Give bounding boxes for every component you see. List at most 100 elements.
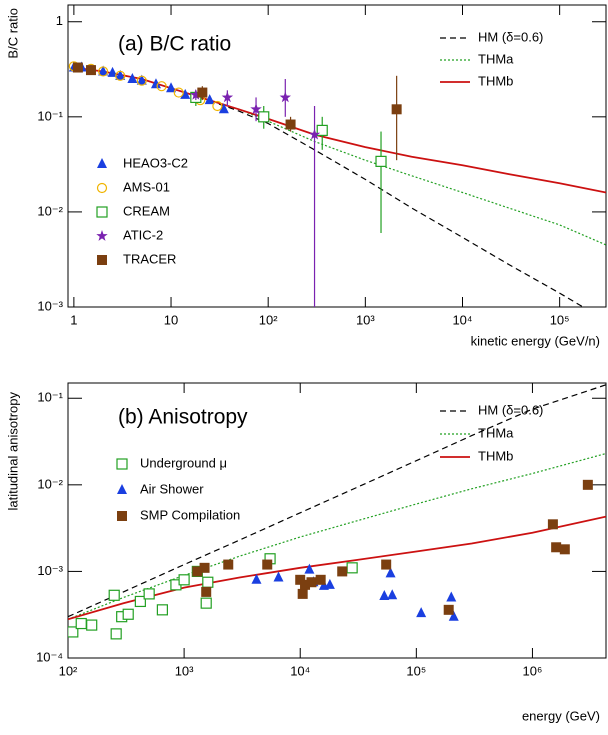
marker xyxy=(199,562,210,573)
marker xyxy=(285,119,296,130)
y-tick-label: 10⁻³ xyxy=(37,563,63,578)
legend-marker xyxy=(96,182,108,194)
marker xyxy=(416,607,427,618)
marker xyxy=(86,619,98,631)
marker xyxy=(180,88,191,99)
marker xyxy=(150,78,161,89)
marker xyxy=(387,589,398,600)
y-tick-label: 10⁻² xyxy=(37,203,63,218)
marker xyxy=(551,542,562,553)
marker xyxy=(379,590,390,601)
x-axis-label: energy (GeV) xyxy=(522,708,600,723)
marker xyxy=(98,66,109,77)
y-tick-label: 10⁻² xyxy=(37,476,63,491)
marker xyxy=(385,567,396,578)
marker xyxy=(72,62,83,73)
line-series xyxy=(68,515,606,621)
marker xyxy=(134,595,146,608)
y-tick-label: 1 xyxy=(56,13,63,28)
legend-label: TRACER xyxy=(123,251,176,266)
legend-marker xyxy=(117,484,127,494)
marker xyxy=(251,573,262,584)
marker xyxy=(582,479,593,490)
marker xyxy=(156,604,168,616)
marker xyxy=(304,563,315,574)
marker xyxy=(115,70,126,81)
marker xyxy=(316,124,328,136)
x-tick-label: 10⁶ xyxy=(523,663,543,678)
legend-label: AMS-01 xyxy=(123,179,170,194)
marker xyxy=(300,579,311,590)
legend-label: THMb xyxy=(478,73,513,88)
x-tick-label: 10⁴ xyxy=(452,312,472,327)
marker xyxy=(115,69,126,80)
marker xyxy=(218,103,229,114)
legend-marker xyxy=(97,255,107,265)
marker xyxy=(308,128,321,140)
x-tick-label: 10⁴ xyxy=(290,663,310,678)
marker xyxy=(107,66,118,77)
y-tick-label: 10⁻³ xyxy=(37,298,63,313)
marker xyxy=(262,559,273,570)
plot-area xyxy=(68,61,606,307)
plot-area xyxy=(68,384,606,640)
marker xyxy=(346,562,358,574)
marker xyxy=(443,604,454,615)
chart-title: (b) Anisotropy xyxy=(118,406,248,429)
marker xyxy=(98,65,109,76)
plot-frame xyxy=(67,382,607,659)
marker xyxy=(136,74,147,85)
marker xyxy=(547,519,558,530)
legend-label: SMP Compilation xyxy=(140,507,240,522)
marker xyxy=(306,577,317,588)
x-tick-label: 10 xyxy=(164,312,178,327)
x-tick-label: 10⁵ xyxy=(406,663,426,678)
legend-label: HEAO3-C2 xyxy=(123,155,188,170)
y-tick-label: 10⁻¹ xyxy=(37,108,63,123)
legend-label: THMa xyxy=(478,51,514,66)
legend-marker xyxy=(96,230,108,241)
marker xyxy=(143,588,155,600)
y-tick-label: 10⁻⁴ xyxy=(36,649,63,664)
plot-frame xyxy=(67,4,607,308)
marker xyxy=(391,104,402,115)
marker xyxy=(258,111,270,123)
x-axis-label: kinetic energy (GeV/n) xyxy=(471,333,600,348)
marker xyxy=(192,566,203,577)
marker xyxy=(273,571,284,582)
marker xyxy=(200,597,212,609)
legend-label: ATIC-2 xyxy=(123,227,163,242)
line-series xyxy=(68,384,606,618)
legend-label: Underground μ xyxy=(140,455,227,470)
marker xyxy=(315,574,326,585)
marker xyxy=(375,155,387,167)
x-tick-label: 10³ xyxy=(175,663,194,678)
marker xyxy=(85,65,96,76)
marker xyxy=(381,559,392,570)
marker xyxy=(110,628,122,640)
marker xyxy=(295,574,306,585)
chart-title: (a) B/C ratio xyxy=(118,33,231,56)
x-tick-label: 10³ xyxy=(356,312,375,327)
marker xyxy=(279,91,291,103)
marker xyxy=(204,94,215,105)
marker xyxy=(68,626,79,638)
marker xyxy=(166,82,177,93)
marker xyxy=(156,81,167,92)
marker xyxy=(190,88,202,100)
legend-marker xyxy=(116,458,128,470)
x-tick-label: 10⁵ xyxy=(550,312,570,327)
legend-label: THMa xyxy=(478,425,514,440)
legend-marker xyxy=(117,511,127,521)
marker xyxy=(122,608,134,620)
marker xyxy=(446,591,457,602)
y-axis-label: latitudinal anisotropy xyxy=(5,392,20,511)
marker xyxy=(448,610,459,621)
marker xyxy=(201,586,212,597)
y-tick-label: 10⁻¹ xyxy=(37,390,63,405)
legend-label: CREAM xyxy=(123,203,170,218)
marker xyxy=(221,91,234,103)
legend-marker xyxy=(97,158,107,168)
y-axis-label: B/C ratio xyxy=(5,8,20,59)
